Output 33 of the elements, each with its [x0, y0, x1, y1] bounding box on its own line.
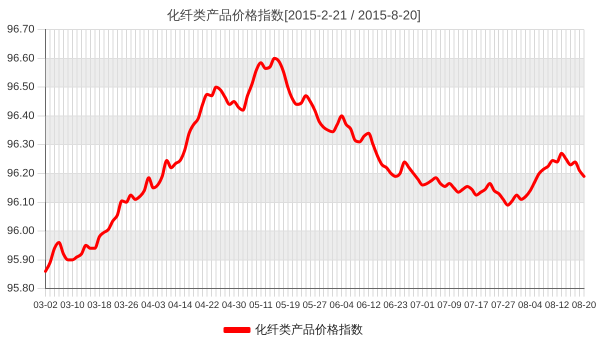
x-tick-label: 06-23 — [383, 300, 408, 311]
y-tick-label: 96.50 — [6, 81, 35, 94]
chart-title: 化纤类产品价格指数[2015-2-21 / 2015-8-20] — [167, 7, 421, 22]
x-tick-label: 05-27 — [302, 300, 327, 311]
y-tick-label: 96.10 — [6, 196, 35, 208]
x-tick-label: 04-30 — [222, 300, 246, 311]
x-tick-label: 06-12 — [356, 300, 381, 311]
x-tick-label: 04-03 — [141, 300, 166, 311]
x-tick-label: 05-19 — [276, 300, 300, 311]
y-tick-label: 96.20 — [6, 168, 35, 180]
x-tick-label: 06-04 — [330, 300, 354, 311]
x-tick-label: 03-26 — [114, 300, 138, 311]
x-tick-label: 07-01 — [410, 300, 435, 311]
y-tick-label: 96.30 — [6, 138, 35, 151]
x-tick-label: 04-22 — [194, 300, 220, 311]
y-tick-label: 96.70 — [6, 24, 35, 36]
x-tick-label: 07-27 — [491, 300, 516, 311]
y-tick-label: 96.60 — [6, 52, 35, 64]
y-tick-label: 96.00 — [6, 225, 35, 238]
y-tick-label: 95.90 — [6, 254, 35, 266]
x-tick-label: 08-12 — [544, 300, 570, 311]
x-tick-label: 08-04 — [518, 300, 542, 311]
x-tick-label: 05-11 — [249, 300, 273, 311]
x-tick-label: 07-17 — [464, 300, 488, 311]
x-tick-label: 07-09 — [437, 300, 462, 311]
x-tick-label: 03-10 — [60, 300, 85, 311]
x-tick-label: 03-18 — [87, 300, 112, 311]
x-tick-label: 04-14 — [168, 300, 192, 311]
y-tick-label: 95.80 — [6, 282, 35, 295]
legend-label: 化纤类产品价格指数 — [255, 322, 363, 336]
x-tick-label: 03-02 — [33, 300, 58, 311]
x-tick-label: 08-20 — [572, 300, 596, 311]
y-tick-label: 96.40 — [6, 110, 35, 122]
